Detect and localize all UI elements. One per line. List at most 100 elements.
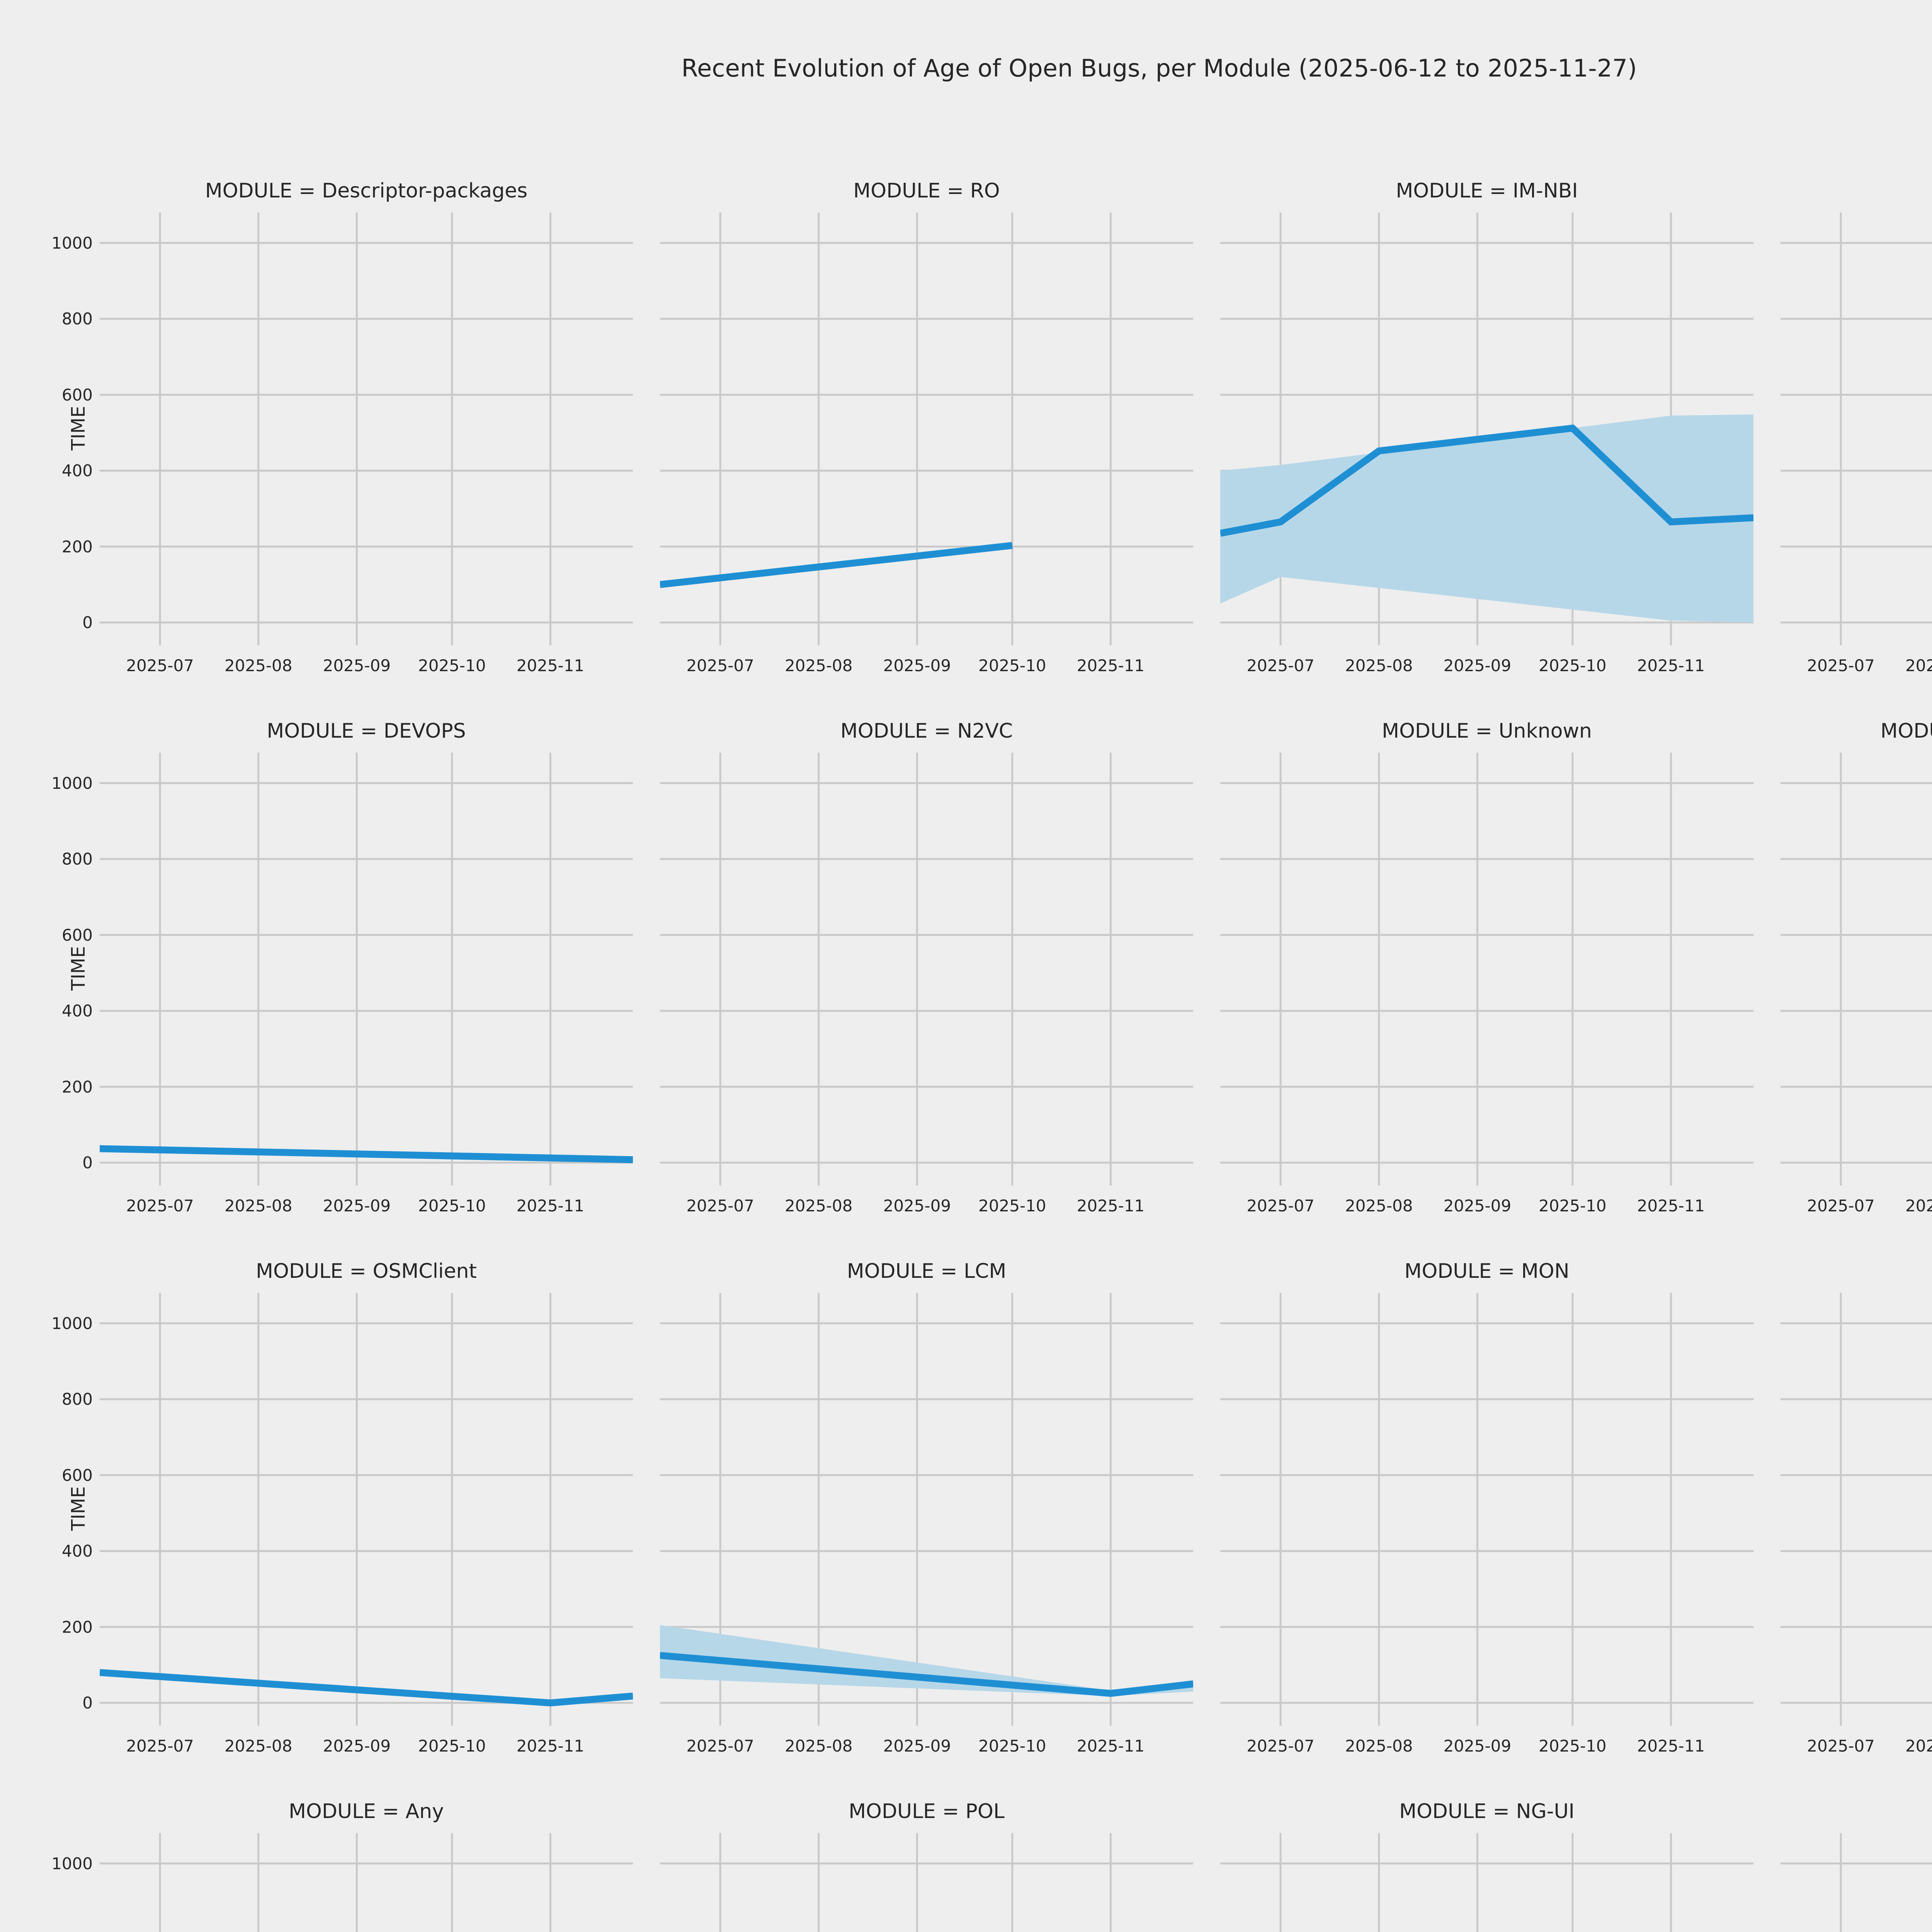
- y-tick-label: 600: [61, 1466, 93, 1485]
- panel-title: MODULE = N2VC: [840, 719, 1013, 743]
- facet-panel-descriptor-packages: MODULE = Descriptor-packages 0 200 400 600 80…: [51, 179, 633, 675]
- x-tick-label: 2025-08: [224, 656, 293, 675]
- x-tick-label: 2025-07: [686, 1736, 754, 1755]
- panel-title: MODULE = Unknown: [1382, 719, 1592, 743]
- data-line: [100, 1669, 633, 1707]
- y-axis-label: TIME: [68, 946, 89, 991]
- x-tick-label: 2025-09: [883, 1736, 951, 1755]
- x-tick-label: 2025-11: [516, 1736, 585, 1755]
- x-tick-label: 2025-10: [978, 656, 1046, 675]
- plot-area: [1781, 1293, 1932, 1726]
- x-tick-label: 2025-08: [224, 1196, 293, 1215]
- x-tick-label: 2025-07: [126, 1196, 194, 1215]
- x-tick-label: 2025-07: [1247, 656, 1315, 675]
- x-tick-label: 2025-08: [784, 656, 853, 675]
- y-tick-label: 400: [61, 1541, 93, 1561]
- y-tick-label: 800: [61, 849, 93, 869]
- x-tick-label: 2025-11: [1637, 656, 1705, 675]
- y-tick-label: 1000: [51, 774, 93, 793]
- x-tick-label: 2025-09: [323, 656, 391, 675]
- x-tick-label: 2025-08: [1905, 1196, 1932, 1215]
- x-tick-label: 2025-08: [1345, 1736, 1413, 1755]
- facet-panel-devops: MODULE = DEVOPS 0 200 400 600 800 1000 TIME 2025…: [51, 719, 633, 1215]
- panel-title: MODULE = DEVOPS: [267, 719, 466, 743]
- x-tick-label: 2025-10: [1539, 1196, 1607, 1215]
- y-axis-label: TIME: [68, 406, 89, 451]
- facet-panel-osmclient: MODULE = OSMClient 0 200 400 600 800 1000 TIME 2…: [51, 1260, 633, 1755]
- facet-panel-im-nbi: MODULE = IM-NBI 2025-07 2025-08 2025-09 2025…: [1220, 179, 1753, 675]
- figure-title: Recent Evolution of Age of Open Bugs, pe…: [681, 54, 1637, 82]
- x-tick-label: 2025-11: [1077, 1736, 1145, 1755]
- panel-title: MODULE = OSMClient: [256, 1260, 477, 1283]
- facet-panel-ro: MODULE = RO 2025-07 2025-08 2025-09 2025-10 2…: [660, 179, 1193, 675]
- x-tick-label: 2025-07: [1247, 1196, 1315, 1215]
- facet-panel-other: MODULE = Other2025-072025-082025-092025-…: [1781, 213, 1932, 675]
- facet-panel-unknown: MODULE = Unknown 2025-07 2025-08 2025-09 202…: [1220, 719, 1753, 1215]
- x-tick-label: 2025-09: [1443, 1736, 1512, 1755]
- y-tick-label: 200: [61, 1077, 93, 1097]
- y-tick-label: 1000: [51, 1854, 93, 1873]
- x-tick-label: 2025-07: [126, 656, 194, 675]
- plot-area: [1781, 1833, 1932, 1932]
- x-tick-label: 2025-09: [883, 1196, 951, 1215]
- x-tick-label: 2025-10: [1539, 656, 1607, 675]
- panel-title: MODULE = MON: [1404, 1260, 1570, 1283]
- plot-area: [1220, 213, 1753, 645]
- facet-panel-lcm: MODULE = LCM 2025-07 2025-08 2025-09 2025-10…: [660, 1260, 1193, 1755]
- x-tick-label: 2025-07: [686, 656, 754, 675]
- x-tick-label: 2025-08: [1905, 656, 1932, 675]
- panel-title: MODULE = PLA: [1781, 1800, 1932, 1823]
- y-tick-label: 200: [61, 1617, 93, 1637]
- y-tick-label: 0: [82, 1693, 93, 1713]
- facet-panel-pla: MODULE = PLA2025-072025-082025-092025-10…: [1781, 1833, 1932, 1932]
- data-line: [1220, 424, 1753, 537]
- plot-area: [100, 753, 633, 1185]
- x-tick-label: 2025-10: [418, 1196, 486, 1215]
- x-tick-label: 2025-11: [1077, 656, 1145, 675]
- facet-panel-common: MODULE = common2025-072025-082025-092025…: [1781, 1293, 1932, 1755]
- x-tick-label: 2025-08: [224, 1736, 293, 1755]
- x-tick-label: 2025-07: [1807, 656, 1875, 675]
- y-tick-label: 400: [61, 1001, 93, 1020]
- x-tick-label: 2025-11: [1637, 1196, 1705, 1215]
- x-tick-label: 2025-09: [1443, 656, 1512, 675]
- plot-area: [660, 1293, 1193, 1726]
- x-tick-label: 2025-08: [1345, 1196, 1413, 1215]
- x-tick-label: 2025-11: [1637, 1736, 1705, 1755]
- x-tick-label: 2025-08: [1345, 656, 1413, 675]
- panel-title: MODULE = Descriptor-packages: [205, 179, 528, 202]
- panel-title: MODULE = Other: [1781, 179, 1932, 202]
- plot-area: [100, 1293, 633, 1726]
- x-tick-label: 2025-09: [323, 1736, 391, 1755]
- plot-area: [660, 1833, 1193, 1932]
- x-tick-label: 2025-07: [126, 1736, 194, 1755]
- plot-area: [1220, 1833, 1753, 1932]
- plot-area: [1220, 753, 1753, 1185]
- facet-panel-any: MODULE = Any02004006008001000TIME2025-07…: [51, 1800, 633, 1932]
- y-tick-label: 600: [61, 385, 93, 405]
- facet-panel-pol: MODULE = POL2025-072025-082025-092025-10…: [660, 1800, 1193, 1932]
- y-tick-label: 800: [62, 1930, 93, 1932]
- x-tick-label: 2025-08: [784, 1196, 853, 1215]
- y-tick-label: 800: [61, 1389, 93, 1409]
- panel-title: MODULE = POL: [849, 1800, 1005, 1823]
- data-line: [100, 1145, 633, 1163]
- facet-panel-ng-ui: MODULE = NG-UI2025-072025-082025-092025-…: [1220, 1800, 1753, 1932]
- y-tick-label: 1000: [51, 1314, 93, 1333]
- plot-area: [660, 753, 1193, 1185]
- panel-title: MODULE = common: [1781, 1260, 1932, 1283]
- plot-area: [1781, 753, 1932, 1185]
- x-tick-label: 2025-11: [516, 656, 585, 675]
- x-tick-label: 2025-09: [1443, 1196, 1512, 1215]
- y-tick-label: 1000: [51, 233, 93, 253]
- plot-area: [1781, 213, 1932, 645]
- x-tick-label: 2025-11: [1077, 1196, 1145, 1215]
- x-tick-label: 2025-09: [883, 656, 951, 675]
- x-tick-label: 2025-08: [784, 1736, 853, 1755]
- x-tick-label: 2025-07: [686, 1196, 754, 1215]
- y-tick-label: 0: [82, 1153, 93, 1172]
- y-tick-label: 400: [61, 461, 93, 480]
- plot-area: [100, 1833, 633, 1932]
- panel-title: MODULE = RO: [853, 179, 1000, 202]
